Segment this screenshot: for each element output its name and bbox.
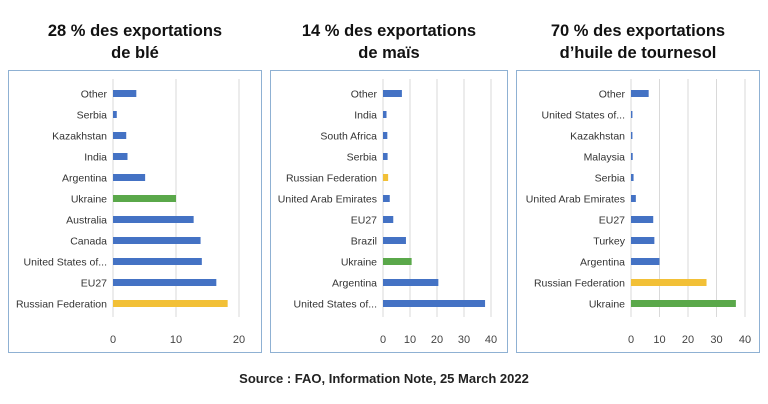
- category-label: Other: [351, 89, 378, 101]
- bar: [383, 258, 412, 265]
- category-label: United Arab Emirates: [278, 194, 377, 206]
- chart-wheat: Other Serbia Kazakhstan India Argentina Ukrai…: [8, 70, 262, 353]
- tick-label: 40: [485, 334, 497, 346]
- category-label: United States of...: [294, 299, 377, 311]
- bar: [113, 300, 228, 307]
- bar: [113, 237, 201, 244]
- category-label: United States of...: [24, 257, 107, 269]
- bar: [631, 174, 634, 181]
- bar: [113, 258, 202, 265]
- category-label: Argentina: [62, 173, 107, 185]
- bar: [383, 111, 387, 118]
- category-label: Ukraine: [71, 194, 107, 206]
- tick-label: 30: [710, 334, 722, 346]
- category-label: Canada: [70, 236, 107, 248]
- category-label: United States of...: [542, 110, 625, 122]
- chart-title-wheat-line-2: de blé: [111, 44, 159, 62]
- bar: [631, 153, 633, 160]
- bar: [383, 90, 402, 97]
- bar: [631, 111, 633, 118]
- category-label: Turkey: [593, 236, 625, 248]
- bar: [113, 216, 194, 223]
- bar: [113, 90, 137, 97]
- chart-sunflower-oil: Other United States of... Kazakhstan Malays…: [516, 70, 760, 353]
- category-label: India: [84, 152, 107, 164]
- chart-title-sunflower-oil-line-1: 70 % des exportations: [550, 22, 726, 40]
- bar: [113, 195, 176, 202]
- bar: [631, 237, 655, 244]
- category-label: United Arab Emirates: [526, 194, 625, 206]
- chart-title-wheat: 28 % des exportations de blé: [8, 20, 262, 64]
- category-label: Argentina: [332, 278, 377, 290]
- tick-label: 40: [739, 334, 751, 346]
- bar: [631, 195, 636, 202]
- bar: [631, 216, 654, 223]
- tick-label: 10: [404, 334, 416, 346]
- category-label: Serbia: [77, 110, 108, 122]
- tick-label: 20: [233, 334, 245, 346]
- tick-label: 10: [653, 334, 665, 346]
- category-label: Australia: [66, 215, 107, 227]
- category-label: Kazakhstan: [52, 131, 107, 143]
- bar: [383, 153, 388, 160]
- category-label: Ukraine: [341, 257, 377, 269]
- category-label: EU27: [599, 215, 625, 227]
- bar: [113, 153, 128, 160]
- chart-wheat-plot: Other Serbia Kazakhstan India Argentina Ukrai…: [16, 79, 245, 346]
- tick-label: 0: [628, 334, 634, 346]
- bar: [631, 279, 707, 286]
- bar: [113, 174, 146, 181]
- tick-label: 0: [380, 334, 386, 346]
- tick-label: 20: [431, 334, 443, 346]
- tick-label: 0: [110, 334, 116, 346]
- category-label: Malaysia: [584, 152, 626, 164]
- bar: [383, 237, 406, 244]
- category-label: Other: [599, 89, 626, 101]
- category-label: Brazil: [351, 236, 377, 248]
- chart-title-maize-line-1: 14 % des exportations: [301, 22, 477, 40]
- bar: [383, 174, 389, 181]
- tick-label: 10: [170, 334, 182, 346]
- category-label: Kazakhstan: [570, 131, 625, 143]
- bar: [383, 279, 439, 286]
- category-label: Ukraine: [589, 299, 625, 311]
- category-label: Russian Federation: [16, 299, 107, 311]
- category-label: India: [354, 110, 377, 122]
- tick-label: 20: [682, 334, 694, 346]
- chart-title-sunflower-oil-line-2: d’huile de tournesol: [559, 44, 717, 62]
- bar: [631, 90, 649, 97]
- category-label: EU27: [81, 278, 107, 290]
- chart-title-maize: 14 % des exportations de maïs: [270, 20, 508, 64]
- category-label: Serbia: [347, 152, 378, 164]
- tick-label: 30: [458, 334, 470, 346]
- bar: [631, 258, 660, 265]
- category-label: Other: [81, 89, 108, 101]
- bar: [113, 279, 217, 286]
- chart-maize-plot: Other India South Africa Serbia Russian Fede…: [278, 79, 497, 346]
- category-label: Russian Federation: [534, 278, 625, 290]
- category-label: EU27: [351, 215, 377, 227]
- bar: [631, 132, 633, 139]
- bar: [383, 216, 394, 223]
- chart-title-sunflower-oil: 70 % des exportations d’huile de tournes…: [516, 20, 760, 64]
- chart-sunflower-oil-plot: Other United States of... Kazakhstan Malays…: [526, 79, 751, 346]
- bar: [113, 132, 127, 139]
- bar: [383, 300, 486, 307]
- bar: [113, 111, 117, 118]
- bar: [383, 195, 390, 202]
- category-label: Argentina: [580, 257, 625, 269]
- bar: [383, 132, 388, 139]
- bar: [631, 300, 736, 307]
- source-note: Source : FAO, Information Note, 25 March…: [239, 371, 529, 386]
- category-label: Russian Federation: [286, 173, 377, 185]
- chart-title-maize-line-2: de maïs: [358, 44, 420, 62]
- category-label: South Africa: [320, 131, 377, 143]
- category-label: Serbia: [595, 173, 626, 185]
- chart-maize: Other India South Africa Serbia Russian Fede…: [270, 70, 508, 353]
- chart-title-wheat-line-1: 28 % des exportations: [47, 22, 223, 40]
